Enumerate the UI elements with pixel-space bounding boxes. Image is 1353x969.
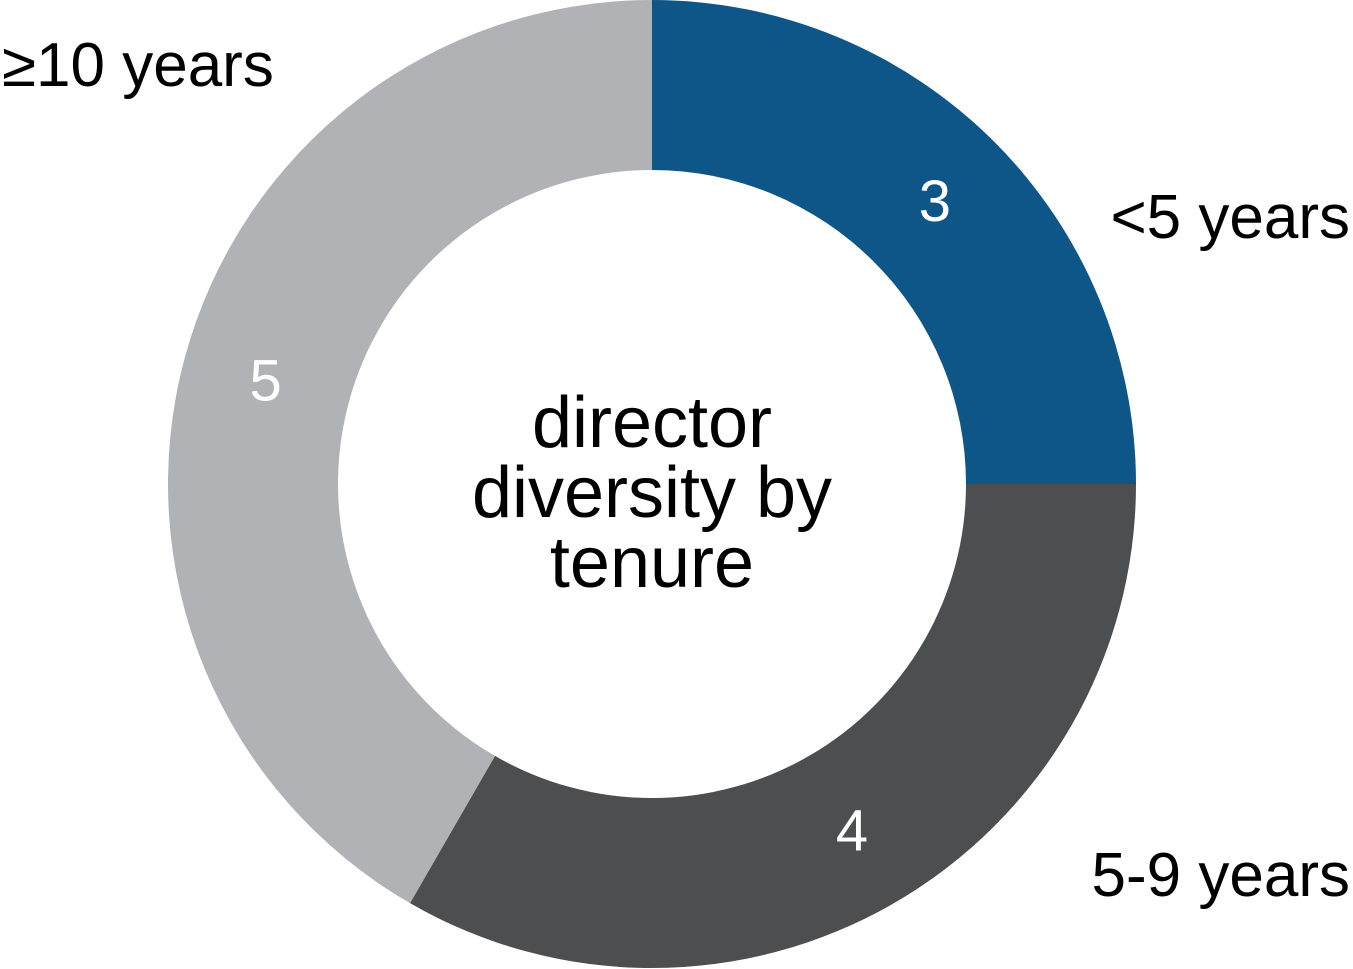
value-label: 5 xyxy=(249,348,281,413)
value-label: 3 xyxy=(919,169,951,234)
value-label: 4 xyxy=(836,798,868,863)
category-label: ≥10 years xyxy=(2,31,274,100)
chart-title: director diversity by tenure xyxy=(471,383,833,603)
category-label: 5-9 years xyxy=(1092,841,1350,910)
donut-slice xyxy=(168,0,652,904)
category-label: <5 years xyxy=(1110,183,1350,252)
donut-slice xyxy=(652,0,1136,484)
donut-slice xyxy=(410,484,1136,968)
